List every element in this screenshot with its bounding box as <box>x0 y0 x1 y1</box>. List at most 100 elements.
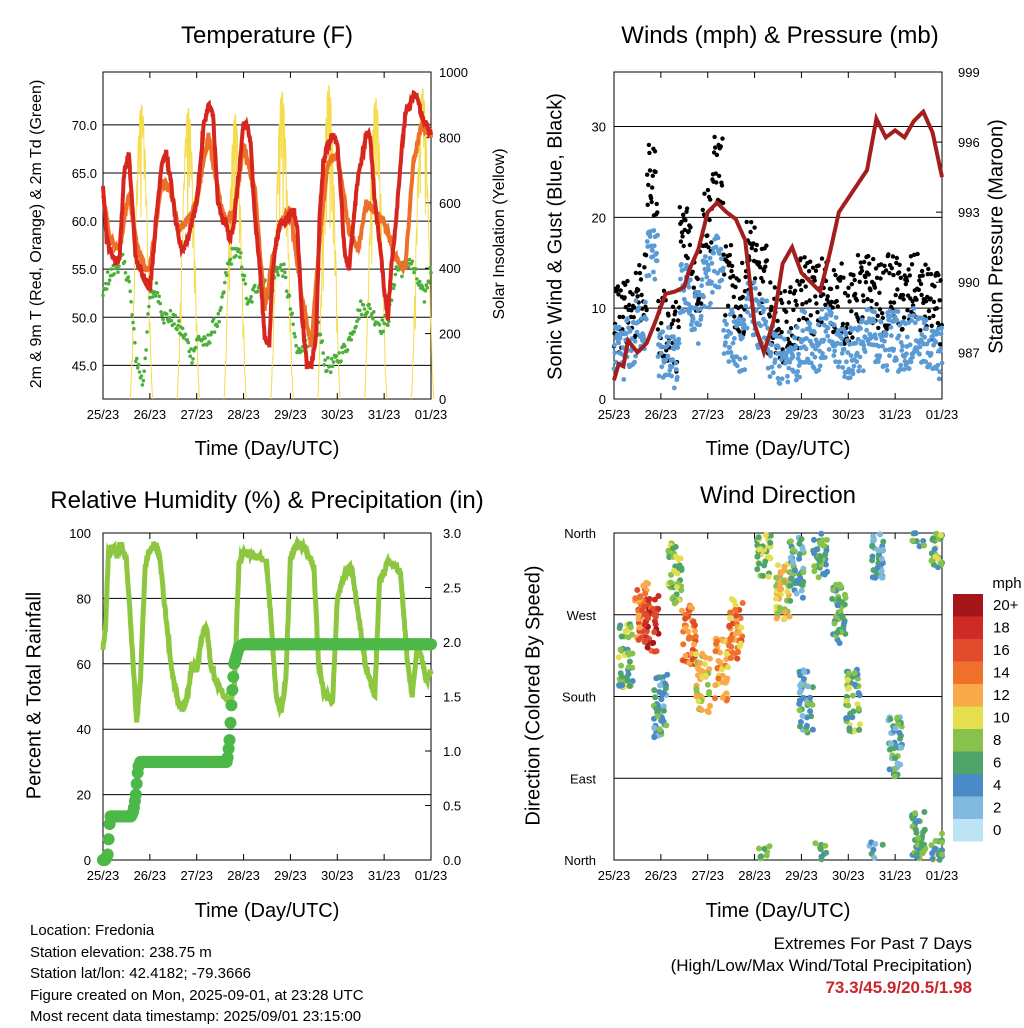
dewpoint-point <box>224 273 229 278</box>
wind-point <box>727 345 733 350</box>
wind-point <box>692 326 697 332</box>
direction-point <box>619 682 626 689</box>
direction-point <box>706 691 712 697</box>
direction-point <box>719 672 726 679</box>
legend-label: 8 <box>993 732 1001 749</box>
direction-point <box>728 634 735 641</box>
wind-point <box>656 373 662 379</box>
gust-point <box>916 287 921 292</box>
y2-tick-label: 0 <box>439 392 446 407</box>
x-tick-label: 31/23 <box>368 868 401 883</box>
dewpoint-point <box>154 281 159 285</box>
gust-point <box>918 281 924 287</box>
wind-point <box>922 334 928 340</box>
direction-point <box>800 676 807 682</box>
dewpoint-point <box>323 358 327 362</box>
gust-point <box>635 294 640 299</box>
wind-point <box>804 336 809 341</box>
gust-point <box>888 300 893 305</box>
gust-point <box>857 279 862 284</box>
direction-point <box>839 614 846 621</box>
x-tick-label: 27/23 <box>180 868 213 883</box>
wind-point <box>615 332 621 338</box>
wind-point <box>838 341 844 347</box>
gust-point <box>643 304 648 309</box>
wind-point <box>655 354 661 359</box>
direction-point <box>822 842 829 849</box>
gust-point <box>669 321 675 327</box>
y2-tick-label: 987 <box>958 345 980 360</box>
gust-point <box>617 314 622 320</box>
direction-point <box>670 545 676 552</box>
direction-point <box>714 638 720 645</box>
dewpoint-point <box>215 324 220 329</box>
x-tick-label: 28/23 <box>227 407 260 422</box>
direction-point <box>673 584 680 591</box>
legend-label: 18 <box>993 620 1010 637</box>
gust-point <box>741 329 747 335</box>
wind-point <box>651 243 657 249</box>
wind-point <box>856 368 861 374</box>
gust-point <box>772 285 777 290</box>
wind-point <box>786 329 792 335</box>
gust-point <box>830 305 835 310</box>
gust-point <box>880 311 885 316</box>
wind-point <box>616 324 622 330</box>
direction-point <box>811 563 818 570</box>
y-tick-label: 0 <box>84 853 91 868</box>
y-tick-label: 30 <box>592 120 606 135</box>
gust-point <box>860 293 866 298</box>
wind-point <box>826 347 832 352</box>
dewpoint-point <box>116 270 120 275</box>
direction-point <box>871 537 877 544</box>
x-tick-label: 27/23 <box>691 407 724 422</box>
wind-point <box>878 319 884 325</box>
wind-point <box>717 251 722 256</box>
wind-point <box>671 334 676 339</box>
gust-point <box>900 292 906 298</box>
gust-point <box>901 315 907 320</box>
direction-point <box>734 655 741 662</box>
x-tick-label: 25/23 <box>87 407 120 422</box>
y-tick-label: West <box>567 608 597 623</box>
y-tick-label: 55.0 <box>72 262 97 277</box>
gust-point <box>642 265 647 270</box>
gust-point <box>891 300 897 305</box>
direction-point <box>642 590 649 597</box>
direction-point <box>855 705 862 712</box>
direction-point <box>807 708 814 715</box>
dewpoint-point <box>183 332 188 337</box>
direction-point <box>695 666 702 672</box>
wind-point <box>894 318 900 323</box>
direction-point <box>778 586 785 593</box>
wind-point <box>911 306 917 311</box>
wind-point <box>859 317 865 323</box>
wind-point <box>779 376 785 382</box>
wind-point <box>898 362 904 368</box>
wind-point <box>839 336 845 341</box>
direction-point <box>756 845 762 852</box>
wind-point <box>901 367 907 372</box>
gust-point <box>931 313 936 319</box>
dewpoint-point <box>423 289 428 293</box>
wind-point <box>877 353 883 358</box>
gust-point <box>858 260 863 265</box>
dewpoint-point <box>155 290 160 295</box>
wind-point <box>843 332 849 338</box>
gust-point <box>705 233 710 238</box>
wind-point <box>822 355 828 360</box>
wind-point <box>708 300 713 306</box>
wind-point <box>669 373 674 379</box>
y-tick-label: South <box>562 690 596 705</box>
y-tick-label: 80 <box>77 591 91 606</box>
wind-point <box>939 360 945 366</box>
wind-point <box>833 315 839 320</box>
gust-point <box>638 277 644 282</box>
wind-point <box>772 357 778 363</box>
wind-point <box>860 368 866 374</box>
wind-point <box>743 303 749 309</box>
direction-point <box>800 569 807 576</box>
gust-point <box>685 255 690 261</box>
gust-point <box>786 300 792 305</box>
wind-point <box>882 338 887 344</box>
